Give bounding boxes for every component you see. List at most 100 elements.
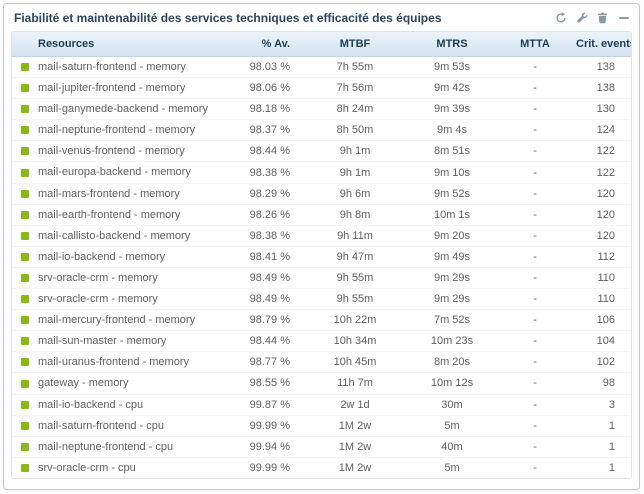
wrench-icon[interactable]: [575, 12, 588, 25]
availability-cell: 98.37 %: [220, 119, 306, 142]
resource-cell: mail-mars-frontend - memory: [12, 183, 220, 205]
resource-cell: mail-neptune-frontend - cpu: [12, 436, 220, 458]
table-row[interactable]: mail-europa-backend - memory 98.38 % 9h 1m…: [12, 161, 631, 184]
resource-name: mail-saturn-frontend - cpu: [38, 419, 164, 432]
column-header-mtrs[interactable]: MTRS: [404, 32, 500, 57]
availability-cell: 98.26 %: [220, 204, 306, 226]
crit-events-cell: 1: [570, 436, 631, 458]
table-row[interactable]: srv-oracle-crm - memory 98.49 % 9h 55m 9m 2…: [12, 267, 631, 290]
crit-events-cell: 124: [570, 119, 631, 142]
resource-cell: mail-venus-frontend - memory: [12, 140, 220, 163]
mtrs-cell: 9m 42s: [404, 77, 500, 100]
table-row[interactable]: mail-uranus-frontend - memory 98.77 % 10h …: [12, 351, 631, 374]
status-ok-icon: [21, 337, 29, 346]
column-header-mtta[interactable]: MTTA: [500, 32, 570, 57]
status-ok-icon: [21, 63, 29, 72]
column-header-resources[interactable]: Resources: [12, 32, 220, 57]
crit-events-cell: 104: [570, 330, 631, 353]
resource-cell: mail-uranus-frontend - memory: [12, 351, 220, 374]
table-row[interactable]: srv-oracle-crm - cpu 99.99 % 1M 2w 5m - 1: [12, 457, 631, 478]
status-ok-icon: [21, 274, 29, 283]
status-ok-icon: [21, 379, 29, 388]
table-row[interactable]: mail-callisto-backend - memory 98.38 % 9h …: [12, 225, 631, 247]
availability-cell: 98.29 %: [220, 183, 306, 205]
table-row[interactable]: mail-jupiter-frontend - memory 98.06 % 7h …: [12, 77, 631, 100]
table-row[interactable]: mail-io-backend - memory 98.41 % 9h 47m 9m …: [12, 246, 631, 268]
refresh-icon[interactable]: [554, 12, 567, 25]
status-ok-icon: [21, 421, 29, 430]
mtbf-cell: 1M 2w: [306, 436, 404, 458]
table-row[interactable]: mail-saturn-frontend - cpu 99.99 % 1M 2w 5m…: [12, 415, 631, 437]
mtrs-cell: 9m 10s: [404, 161, 500, 184]
resource-cell: mail-jupiter-frontend - memory: [12, 77, 220, 100]
table-row[interactable]: gateway - memory 98.55 % 11h 7m 10m 12s -98: [12, 372, 631, 395]
crit-events-cell: 1: [570, 415, 631, 437]
mtrs-cell: 9m 29s: [404, 267, 500, 290]
availability-cell: 98.03 %: [220, 56, 306, 79]
mtta-cell: -: [500, 267, 570, 290]
resource-name: mail-io-backend - cpu: [38, 398, 144, 411]
crit-events-cell: 130: [570, 98, 631, 121]
resource-name: mail-neptune-frontend - cpu: [38, 440, 174, 453]
availability-cell: 98.49 %: [220, 288, 306, 311]
crit-events-cell: 1: [608, 461, 615, 474]
mtrs-cell: 9m 20s: [404, 225, 500, 247]
mtbf-cell: 11h 7m: [306, 372, 404, 395]
resource-cell: mail-ganymede-backend - memory: [12, 98, 220, 121]
resource-cell: mail-io-backend - memory: [12, 246, 220, 268]
mtbf-cell: 9h 11m: [306, 225, 404, 247]
collapse-icon[interactable]: [617, 12, 630, 25]
mtbf-cell: 9h 47m: [306, 246, 404, 268]
crit-events-cell: 120: [570, 225, 631, 247]
mtta-cell: -: [500, 98, 570, 121]
mtrs-cell: 9m 53s: [404, 56, 500, 79]
mtrs-cell: 9m 29s: [404, 288, 500, 311]
crit-events-cell: 122: [570, 161, 631, 184]
resource-name: mail-saturn-frontend - memory: [38, 61, 186, 74]
resource-cell: srv-oracle-crm - memory: [12, 267, 220, 290]
table-row[interactable]: mail-mercury-frontend - memory 98.79 % 10h…: [12, 309, 631, 332]
mtrs-cell: 10m 1s: [404, 204, 500, 226]
mtrs-cell: 9m 39s: [404, 98, 500, 121]
column-header-mtbf[interactable]: MTBF: [306, 32, 404, 57]
resource-name: srv-oracle-crm - memory: [38, 272, 158, 285]
resource-cell: mail-saturn-frontend - memory: [12, 56, 220, 79]
mtbf-cell: 9h 1m: [306, 161, 404, 184]
table-row[interactable]: mail-venus-frontend - memory 98.44 % 9h 1m…: [12, 140, 631, 163]
trash-icon[interactable]: [596, 12, 609, 25]
status-ok-icon: [21, 126, 29, 135]
status-ok-icon: [21, 252, 29, 261]
resource-cell: gateway - memory: [12, 372, 220, 395]
mtrs-cell: 9m 4s: [404, 119, 500, 142]
resource-cell: mail-earth-frontend - memory: [12, 204, 220, 226]
column-header-crit-events[interactable]: Crit. events: [570, 32, 631, 57]
reliability-table-container: Resources % Av. MTBF MTRS MTTA Crit. eve…: [11, 31, 632, 479]
mtbf-cell: 8h 50m: [306, 119, 404, 142]
column-header-availability[interactable]: % Av.: [220, 32, 306, 57]
table-row[interactable]: mail-io-backend - cpu 99.87 % 2w 1d 30m -3: [12, 394, 631, 416]
mtrs-cell: 5m: [404, 415, 500, 437]
availability-cell: 98.44 %: [220, 330, 306, 353]
table-row[interactable]: mail-sun-master - memory 98.44 % 10h 34m 10…: [12, 330, 631, 353]
status-ok-icon: [21, 463, 29, 472]
widget-title: Fiabilité et maintenabilité des services…: [14, 11, 442, 25]
availability-cell: 98.79 %: [220, 309, 306, 332]
table-row[interactable]: mail-earth-frontend - memory 98.26 % 9h 8m…: [12, 204, 631, 226]
resource-name: mail-callisto-backend - memory: [38, 229, 191, 242]
mtbf-cell: 9h 55m: [306, 267, 404, 290]
table-row[interactable]: mail-neptune-frontend - cpu 99.94 % 1M 2w 4…: [12, 436, 631, 458]
table-row[interactable]: mail-mars-frontend - memory 98.29 % 9h 6m 9…: [12, 183, 631, 205]
table-row[interactable]: mail-neptune-frontend - memory 98.37 % 8h …: [12, 119, 631, 142]
table-row[interactable]: srv-oracle-crm - memory 98.49 % 9h 55m 9m 2…: [12, 288, 631, 311]
mtta-cell: -: [500, 415, 570, 437]
resource-name: mail-ganymede-backend - memory: [38, 103, 208, 116]
table-row[interactable]: mail-saturn-frontend - memory 98.03 % 7h 5…: [12, 56, 631, 79]
status-ok-icon: [21, 168, 29, 177]
availability-cell: 98.49 %: [220, 267, 306, 290]
status-ok-icon: [21, 84, 29, 93]
resource-name: mail-europa-backend - memory: [38, 166, 191, 179]
table-row[interactable]: mail-ganymede-backend - memory 98.18 % 8h …: [12, 98, 631, 121]
status-ok-icon: [21, 316, 29, 325]
mtbf-cell: 7h 55m: [306, 56, 404, 79]
crit-events-cell: 106: [570, 309, 631, 332]
